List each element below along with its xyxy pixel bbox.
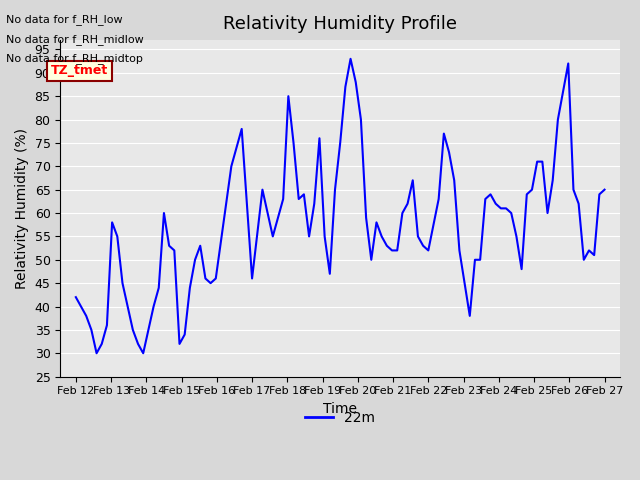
Text: No data for f_RH_low: No data for f_RH_low [6,14,123,25]
Y-axis label: Relativity Humidity (%): Relativity Humidity (%) [15,128,29,289]
Title: Relativity Humidity Profile: Relativity Humidity Profile [223,15,457,33]
Legend: 22m: 22m [300,405,381,430]
Text: No data for f_RH_midlow: No data for f_RH_midlow [6,34,144,45]
Text: TZ_tmet: TZ_tmet [51,64,108,77]
X-axis label: Time: Time [323,402,357,416]
Text: No data for f_RH_midtop: No data for f_RH_midtop [6,53,143,64]
